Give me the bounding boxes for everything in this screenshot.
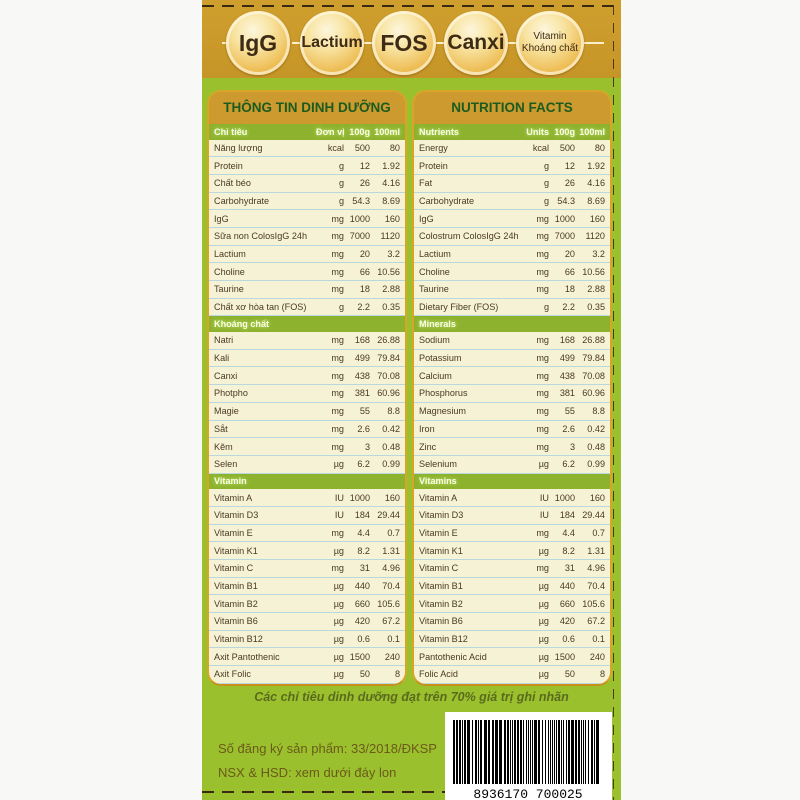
- svg-text:8936170 700025: 8936170 700025: [473, 787, 582, 800]
